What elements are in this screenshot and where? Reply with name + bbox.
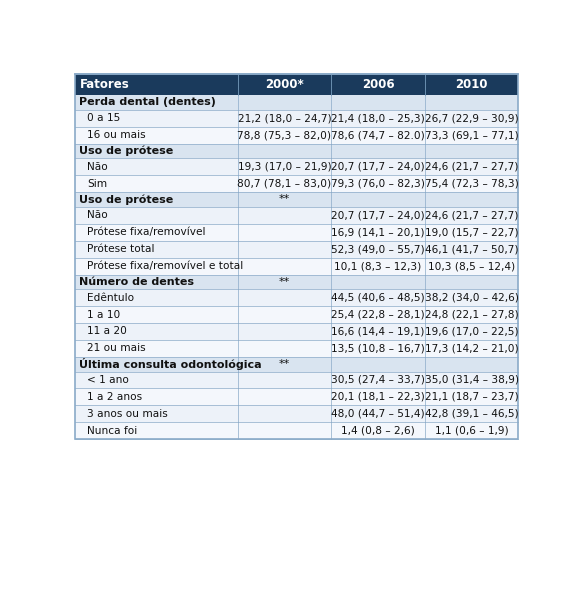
Bar bbox=[75, 371, 518, 388]
Text: 35,0 (31,4 – 38,9): 35,0 (31,4 – 38,9) bbox=[425, 375, 518, 385]
Text: Fatores: Fatores bbox=[80, 78, 129, 91]
Text: 52,3 (49,0 – 55,7): 52,3 (49,0 – 55,7) bbox=[331, 244, 425, 254]
Bar bbox=[75, 224, 518, 241]
Bar bbox=[75, 74, 518, 439]
Text: 2000*: 2000* bbox=[265, 78, 304, 91]
Text: 3 anos ou mais: 3 anos ou mais bbox=[87, 409, 168, 419]
Text: Prótese fixa/removível: Prótese fixa/removível bbox=[87, 227, 205, 237]
Text: Sim: Sim bbox=[87, 179, 107, 188]
Bar bbox=[75, 257, 518, 275]
Text: 24,6 (21,7 – 27,7): 24,6 (21,7 – 27,7) bbox=[425, 210, 518, 220]
Text: 16 ou mais: 16 ou mais bbox=[87, 130, 146, 140]
Bar bbox=[75, 127, 518, 143]
Text: 0 a 15: 0 a 15 bbox=[87, 113, 120, 123]
Bar bbox=[75, 192, 518, 207]
Text: 79,3 (76,0 – 82,3): 79,3 (76,0 – 82,3) bbox=[331, 179, 425, 188]
Text: Edêntulo: Edêntulo bbox=[87, 293, 134, 302]
Text: Prótese fixa/removível e total: Prótese fixa/removível e total bbox=[87, 261, 243, 271]
Text: 48,0 (44,7 – 51,4): 48,0 (44,7 – 51,4) bbox=[331, 409, 425, 419]
Text: 75,4 (72,3 – 78,3): 75,4 (72,3 – 78,3) bbox=[425, 179, 518, 188]
Text: 20,1 (18,1 – 22,3): 20,1 (18,1 – 22,3) bbox=[331, 392, 425, 402]
Text: Uso de prótese: Uso de prótese bbox=[79, 194, 173, 205]
Text: **: ** bbox=[279, 277, 290, 287]
Text: < 1 ano: < 1 ano bbox=[87, 375, 129, 385]
Bar bbox=[75, 323, 518, 340]
Text: 1,1 (0,6 – 1,9): 1,1 (0,6 – 1,9) bbox=[435, 426, 509, 436]
Text: 44,5 (40,6 – 48,5): 44,5 (40,6 – 48,5) bbox=[331, 293, 425, 302]
Bar bbox=[75, 74, 518, 95]
Text: 19,0 (15,7 – 22,7): 19,0 (15,7 – 22,7) bbox=[425, 227, 518, 237]
Text: **: ** bbox=[279, 194, 290, 205]
Text: 16,9 (14,1 – 20,1): 16,9 (14,1 – 20,1) bbox=[331, 227, 425, 237]
Text: 2006: 2006 bbox=[362, 78, 394, 91]
Bar bbox=[75, 158, 518, 175]
Text: 42,8 (39,1 – 46,5): 42,8 (39,1 – 46,5) bbox=[425, 409, 518, 419]
Text: 17,3 (14,2 – 21,0): 17,3 (14,2 – 21,0) bbox=[425, 343, 518, 353]
Text: 1 a 10: 1 a 10 bbox=[87, 310, 120, 320]
Bar bbox=[75, 241, 518, 257]
Bar bbox=[75, 175, 518, 192]
Text: 19,6 (17,0 – 22,5): 19,6 (17,0 – 22,5) bbox=[425, 326, 518, 337]
Text: 21,2 (18,0 – 24,7): 21,2 (18,0 – 24,7) bbox=[238, 113, 331, 123]
Text: 24,6 (21,7 – 27,7): 24,6 (21,7 – 27,7) bbox=[425, 162, 518, 172]
Text: 16,6 (14,4 – 19,1): 16,6 (14,4 – 19,1) bbox=[331, 326, 425, 337]
Bar bbox=[75, 289, 518, 306]
Bar bbox=[75, 143, 518, 158]
Text: 10,3 (8,5 – 12,4): 10,3 (8,5 – 12,4) bbox=[428, 261, 515, 271]
Text: 73,3 (69,1 – 77,1): 73,3 (69,1 – 77,1) bbox=[425, 130, 518, 140]
Text: 13,5 (10,8 – 16,7): 13,5 (10,8 – 16,7) bbox=[331, 343, 425, 353]
Text: Prótese total: Prótese total bbox=[87, 244, 154, 254]
Text: 21 ou mais: 21 ou mais bbox=[87, 343, 146, 353]
Text: 20,7 (17,7 – 24,0): 20,7 (17,7 – 24,0) bbox=[331, 210, 425, 220]
Bar bbox=[75, 110, 518, 127]
Text: 46,1 (41,7 – 50,7): 46,1 (41,7 – 50,7) bbox=[425, 244, 518, 254]
Text: 21,1 (18,7 – 23,7): 21,1 (18,7 – 23,7) bbox=[425, 392, 518, 402]
Text: Número de dentes: Número de dentes bbox=[79, 277, 194, 287]
Text: 21,4 (18,0 – 25,3): 21,4 (18,0 – 25,3) bbox=[331, 113, 425, 123]
Text: **: ** bbox=[279, 359, 290, 369]
Text: 1,4 (0,8 – 2,6): 1,4 (0,8 – 2,6) bbox=[341, 426, 415, 436]
Bar bbox=[75, 340, 518, 357]
Bar bbox=[75, 95, 518, 110]
Text: 24,8 (22,1 – 27,8): 24,8 (22,1 – 27,8) bbox=[425, 310, 518, 320]
Text: 26,7 (22,9 – 30,9): 26,7 (22,9 – 30,9) bbox=[425, 113, 518, 123]
Text: 19,3 (17,0 – 21,9): 19,3 (17,0 – 21,9) bbox=[238, 162, 331, 172]
Bar bbox=[75, 357, 518, 371]
Bar bbox=[75, 388, 518, 406]
Bar bbox=[75, 422, 518, 439]
Text: Não: Não bbox=[87, 162, 108, 172]
Text: 30,5 (27,4 – 33,7): 30,5 (27,4 – 33,7) bbox=[331, 375, 425, 385]
Text: Uso de prótese: Uso de prótese bbox=[79, 146, 173, 156]
Text: 2010: 2010 bbox=[455, 78, 488, 91]
Text: Não: Não bbox=[87, 210, 108, 220]
Text: Nunca foi: Nunca foi bbox=[87, 426, 137, 436]
Text: 38,2 (34,0 – 42,6): 38,2 (34,0 – 42,6) bbox=[425, 293, 518, 302]
Text: 78,8 (75,3 – 82,0): 78,8 (75,3 – 82,0) bbox=[238, 130, 331, 140]
Bar bbox=[75, 406, 518, 422]
Text: 80,7 (78,1 – 83,0): 80,7 (78,1 – 83,0) bbox=[238, 179, 332, 188]
Text: 20,7 (17,7 – 24,0): 20,7 (17,7 – 24,0) bbox=[331, 162, 425, 172]
Bar bbox=[75, 207, 518, 224]
Bar bbox=[75, 275, 518, 289]
Text: 11 a 20: 11 a 20 bbox=[87, 326, 127, 337]
Bar bbox=[75, 306, 518, 323]
Text: 25,4 (22,8 – 28,1): 25,4 (22,8 – 28,1) bbox=[331, 310, 425, 320]
Text: Perda dental (dentes): Perda dental (dentes) bbox=[79, 97, 216, 107]
Text: 78,6 (74,7 – 82.0): 78,6 (74,7 – 82.0) bbox=[331, 130, 425, 140]
Text: 10,1 (8,3 – 12,3): 10,1 (8,3 – 12,3) bbox=[335, 261, 421, 271]
Text: Última consulta odontológica: Última consulta odontológica bbox=[79, 358, 262, 370]
Text: 1 a 2 anos: 1 a 2 anos bbox=[87, 392, 142, 402]
